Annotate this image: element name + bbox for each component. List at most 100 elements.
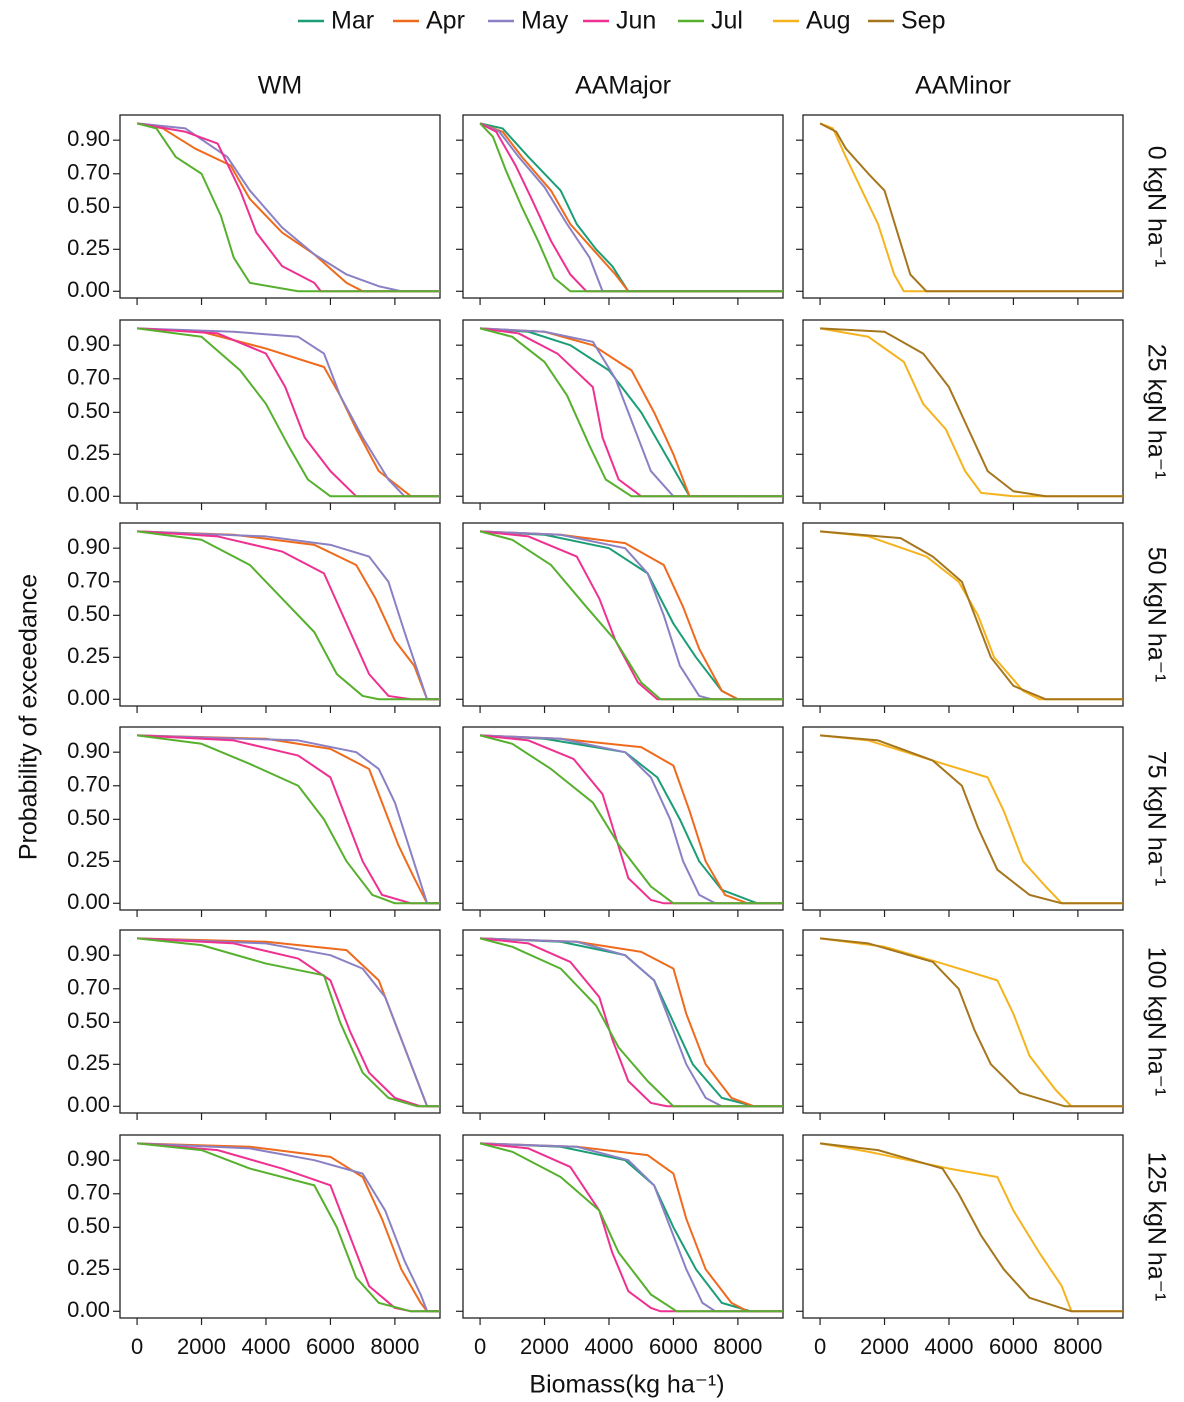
- exceedance-line: [136, 1142, 440, 1313]
- exceedance-line: [819, 937, 1123, 1108]
- exceedance-line: [479, 327, 783, 498]
- exceedance-line: [137, 530, 440, 701]
- legend-label: Aug: [806, 7, 850, 35]
- exceedance-line: [819, 530, 1123, 701]
- legend-label: May: [521, 7, 569, 35]
- exceedance-line: [819, 734, 1123, 905]
- y-tick-label: 0.25: [67, 1050, 110, 1075]
- exceedance-line: [819, 1142, 1123, 1313]
- exceedance-line: [820, 327, 1123, 498]
- exceedance-line: [480, 734, 783, 905]
- panel-frame: [462, 114, 784, 299]
- exceedance-line: [480, 530, 783, 701]
- y-tick-label: 0.50: [67, 805, 110, 830]
- exceedance-line: [137, 327, 440, 498]
- exceedance-line: [137, 1142, 440, 1313]
- panel-frame: [462, 319, 784, 504]
- y-tick-label: 0.50: [67, 601, 110, 626]
- exceedance-line: [480, 327, 783, 498]
- exceedance-line: [137, 734, 440, 905]
- panel-frame: [119, 1134, 441, 1319]
- exceedance-line: [480, 734, 783, 905]
- y-tick-label: 0.00: [67, 1092, 110, 1117]
- exceedance-line: [819, 734, 1123, 905]
- legend-label: Mar: [331, 7, 374, 35]
- panel-frame: [802, 114, 1124, 299]
- y-tick-label: 0.90: [67, 1146, 110, 1171]
- panel-frame: [119, 114, 441, 299]
- panel-frame: [119, 726, 441, 911]
- exceedance-line: [480, 1142, 783, 1313]
- exceedance-line: [479, 122, 783, 293]
- exceedance-line: [136, 122, 440, 293]
- exceedance-line: [479, 530, 783, 701]
- y-tick-label: 0.70: [67, 975, 110, 1000]
- y-axis-label: Probability of exceedance: [15, 574, 43, 860]
- y-tick-label: 0.25: [67, 643, 110, 668]
- x-tick-label: 2000: [177, 1334, 226, 1359]
- exceedance-line: [479, 122, 783, 293]
- exceedance-line: [137, 327, 440, 498]
- exceedance-line: [479, 122, 783, 293]
- y-tick-label: 0.90: [67, 126, 110, 151]
- panel-frame: [119, 522, 441, 707]
- exceedance-line: [479, 327, 783, 498]
- y-tick-label: 0.50: [67, 1008, 110, 1033]
- x-tick-label: 0: [474, 1334, 486, 1359]
- x-tick-label: 6000: [649, 1334, 698, 1359]
- panel-frame: [119, 319, 441, 504]
- y-tick-label: 0.50: [67, 1213, 110, 1238]
- y-tick-label: 0.90: [67, 941, 110, 966]
- legend-label: Jul: [711, 7, 743, 35]
- y-tick-label: 0.00: [67, 889, 110, 914]
- y-tick-label: 0.50: [67, 398, 110, 423]
- x-tick-label: 4000: [242, 1334, 291, 1359]
- panel-frame: [119, 929, 441, 1114]
- x-tick-label: 8000: [370, 1334, 419, 1359]
- x-tick-label: 0: [131, 1334, 143, 1359]
- exceedance-line: [479, 1142, 783, 1313]
- exceedance-line: [479, 122, 783, 293]
- panel-frame: [462, 726, 784, 911]
- x-tick-label: 4000: [925, 1334, 974, 1359]
- x-tick-label: 4000: [585, 1334, 634, 1359]
- exceedance-line: [137, 1142, 440, 1313]
- y-tick-label: 0.00: [67, 685, 110, 710]
- exceedance-line: [480, 1142, 783, 1313]
- x-tick-label: 6000: [989, 1334, 1038, 1359]
- exceedance-line: [137, 734, 440, 905]
- y-tick-label: 0.25: [67, 847, 110, 872]
- row-label: 125 kgN ha⁻¹: [1142, 1152, 1170, 1301]
- exceedance-line: [136, 122, 440, 293]
- exceedance-line: [479, 937, 783, 1108]
- y-tick-label: 0.70: [67, 1180, 110, 1205]
- exceedance-line: [136, 937, 440, 1108]
- column-title: WM: [258, 72, 302, 100]
- panel-frame: [462, 522, 784, 707]
- exceedance-line: [479, 1142, 783, 1313]
- y-tick-label: 0.90: [67, 738, 110, 763]
- row-label: 100 kgN ha⁻¹: [1142, 947, 1170, 1096]
- y-tick-label: 0.90: [67, 534, 110, 559]
- exceedance-line: [480, 530, 783, 701]
- y-tick-label: 0.70: [67, 365, 110, 390]
- y-tick-label: 0.90: [67, 331, 110, 356]
- row-label: 75 kgN ha⁻¹: [1142, 751, 1170, 887]
- row-label: 0 kgN ha⁻¹: [1142, 146, 1170, 268]
- exceedance-line: [137, 734, 440, 905]
- exceedance-line: [819, 122, 1123, 293]
- panel-frame: [462, 929, 784, 1114]
- column-title: AAMajor: [575, 72, 671, 100]
- panel-frame: [802, 522, 1124, 707]
- exceedance-line: [480, 937, 783, 1108]
- exceedance-line: [479, 530, 783, 701]
- exceedance-line: [819, 327, 1123, 498]
- y-tick-label: 0.70: [67, 772, 110, 797]
- exceedance-line: [137, 327, 440, 498]
- legend-label: Apr: [426, 7, 465, 35]
- y-tick-label: 0.25: [67, 235, 110, 260]
- exceedance-line: [480, 1142, 783, 1313]
- panel-frame: [802, 1134, 1124, 1319]
- x-axis-label: Biomass(kg ha⁻¹): [529, 1371, 724, 1399]
- x-tick-label: 2000: [860, 1334, 909, 1359]
